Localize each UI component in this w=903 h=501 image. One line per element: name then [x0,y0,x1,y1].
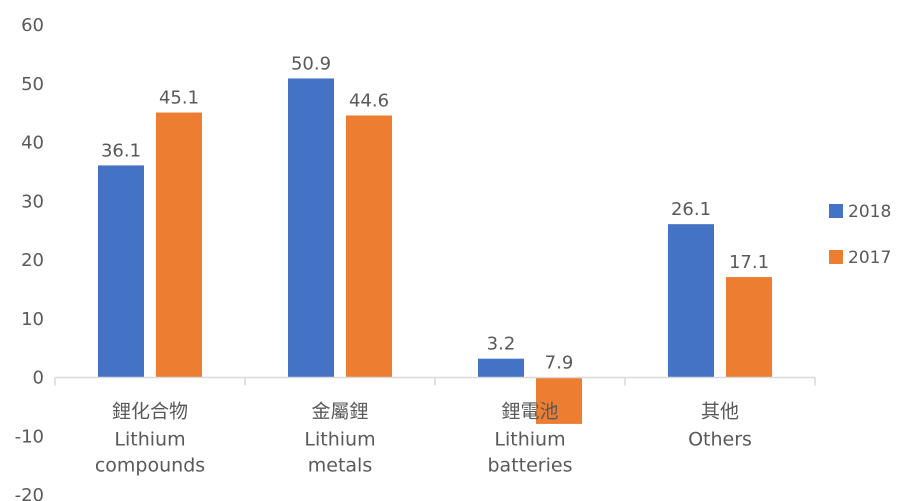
category-label-1-line2: Lithium [114,429,185,451]
bar-2018-3 [478,358,524,378]
bar-2017-1 [156,112,202,378]
category-label-3-line1: 鋰電池 [501,401,558,423]
legend-label-2018: 2018 [848,202,891,222]
y-tick-label: -20 [15,485,44,501]
data-label-2017-1: 45.1 [159,88,199,109]
category-label-1-line1: 鋰化合物 [112,401,188,423]
legend-swatch-2017 [829,250,843,264]
data-label-2018-4: 26.1 [671,199,711,220]
bar-2018-2 [288,78,334,378]
data-labels: 36.1 45.1 50.9 44.6 3.2 7.9 26.1 17.1 [101,53,769,373]
legend: 2018 2017 [829,202,891,268]
legend-label-2017: 2017 [848,248,891,268]
x-axis [54,376,816,386]
y-tick-label: 10 [21,309,44,330]
data-label-2018-3: 3.2 [487,334,516,355]
category-label-3-line2: Lithium [494,429,565,451]
category-label-4-line2: Others [688,429,752,451]
bar-2018-4 [668,224,714,378]
y-tick-label: 60 [21,15,44,36]
data-label-2018-2: 50.9 [291,53,331,74]
category-label-4-line1: 其他 [701,401,739,423]
bar-2017-2 [346,115,392,378]
data-label-2017-3: 7.9 [545,353,574,374]
category-label-1-line3: compounds [95,455,205,477]
category-label-2-line3: metals [308,455,372,477]
y-tick-label: 50 [21,74,44,95]
bar-2018-1 [98,165,144,378]
y-axis-ticks: -20 -10 0 10 20 30 40 50 60 [15,15,44,501]
legend-swatch-2018 [829,204,843,218]
data-label-2017-4: 17.1 [729,252,769,273]
category-labels: 鋰化合物 Lithium compounds 金屬鋰 Lithium metals 鋰電池 L… [95,401,752,477]
y-tick-label: 0 [33,368,44,389]
y-tick-label: 40 [21,133,44,154]
y-tick-label: -10 [15,426,44,447]
y-tick-label: 20 [21,250,44,271]
y-tick-label: 30 [21,191,44,212]
bar-2017-3 [536,377,582,424]
data-label-2017-2: 44.6 [349,90,389,111]
category-label-2-line2: Lithium [304,429,375,451]
category-label-2-line1: 金屬鋰 [311,401,368,423]
data-label-2018-1: 36.1 [101,140,141,161]
category-label-3-line3: batteries [488,455,573,477]
bar-2017-4 [726,277,772,378]
bars [98,78,772,424]
